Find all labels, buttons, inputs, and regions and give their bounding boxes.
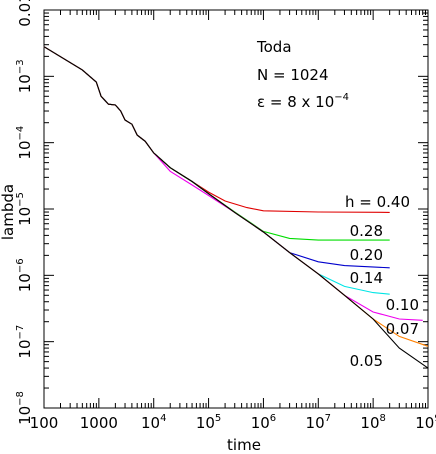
- annotation-epsilon: ε = 8 x 10−4: [257, 92, 349, 111]
- annotation-epsilon-exponent: −4: [334, 92, 349, 103]
- axis-ticks: [43, 9, 429, 409]
- y-tick-label-group: 10−4: [15, 126, 34, 160]
- x-tick-label: 100: [30, 414, 59, 432]
- x-tick-label: 108: [360, 413, 385, 432]
- y-tick-label-group: 10−8: [15, 391, 34, 425]
- x-tick-label: 106: [251, 413, 276, 432]
- series-line-0: [43, 46, 390, 213]
- y-axis-label: lambda: [0, 184, 17, 240]
- series-label-3: 0.14: [350, 269, 383, 287]
- series-labels: h = 0.40 0.28 0.20 0.140.10 0.070.05: [345, 193, 419, 370]
- series-label-5: 0.07: [386, 320, 419, 338]
- x-axis-label: time: [227, 436, 261, 454]
- y-tick-label: 10−6: [15, 258, 34, 292]
- series-line-6: [43, 46, 429, 369]
- series-label-6: 0.05: [350, 352, 383, 370]
- series-label-4: 0.10: [386, 296, 419, 314]
- y-tick-label: 0.01: [16, 0, 34, 27]
- x-tick-label: 105: [196, 413, 221, 432]
- y-tick-label: 10−4: [15, 126, 34, 160]
- y-tick-label-group: 10−3: [15, 59, 34, 93]
- series-line-1: [43, 46, 390, 241]
- x-tick-label: 104: [141, 413, 166, 432]
- y-tick-label-group: 0.01: [16, 0, 34, 27]
- series-line-2: [43, 46, 390, 269]
- axis-tick-labels: 100 1000 104 105 106 107 108 109 0.01 10−3 10−4 10−…: [15, 0, 436, 432]
- y-tick-label: 10−7: [15, 325, 34, 359]
- y-tick-label-group: 10−5: [15, 192, 34, 226]
- series-line-3: [43, 46, 390, 295]
- y-tick-label: 10−3: [15, 59, 34, 93]
- annotation-model: Toda: [256, 38, 292, 56]
- annotation-n: N = 1024: [257, 66, 329, 84]
- y-tick-label: 10−5: [15, 192, 34, 226]
- y-tick-label-group: 10−6: [15, 258, 34, 292]
- series-label-1: 0.28: [350, 222, 383, 240]
- annotation-epsilon-prefix: ε = 8 x 10: [257, 93, 334, 111]
- y-tick-label-group: 10−7: [15, 325, 34, 359]
- x-tick-label: 1000: [80, 414, 118, 432]
- series-lines: [43, 46, 429, 369]
- x-tick-label: 109: [415, 413, 436, 432]
- series-label-2: 0.20: [350, 246, 383, 264]
- y-tick-label: 10−8: [15, 391, 34, 425]
- series-label-0: h = 0.40: [345, 193, 410, 211]
- x-tick-label: 107: [306, 413, 331, 432]
